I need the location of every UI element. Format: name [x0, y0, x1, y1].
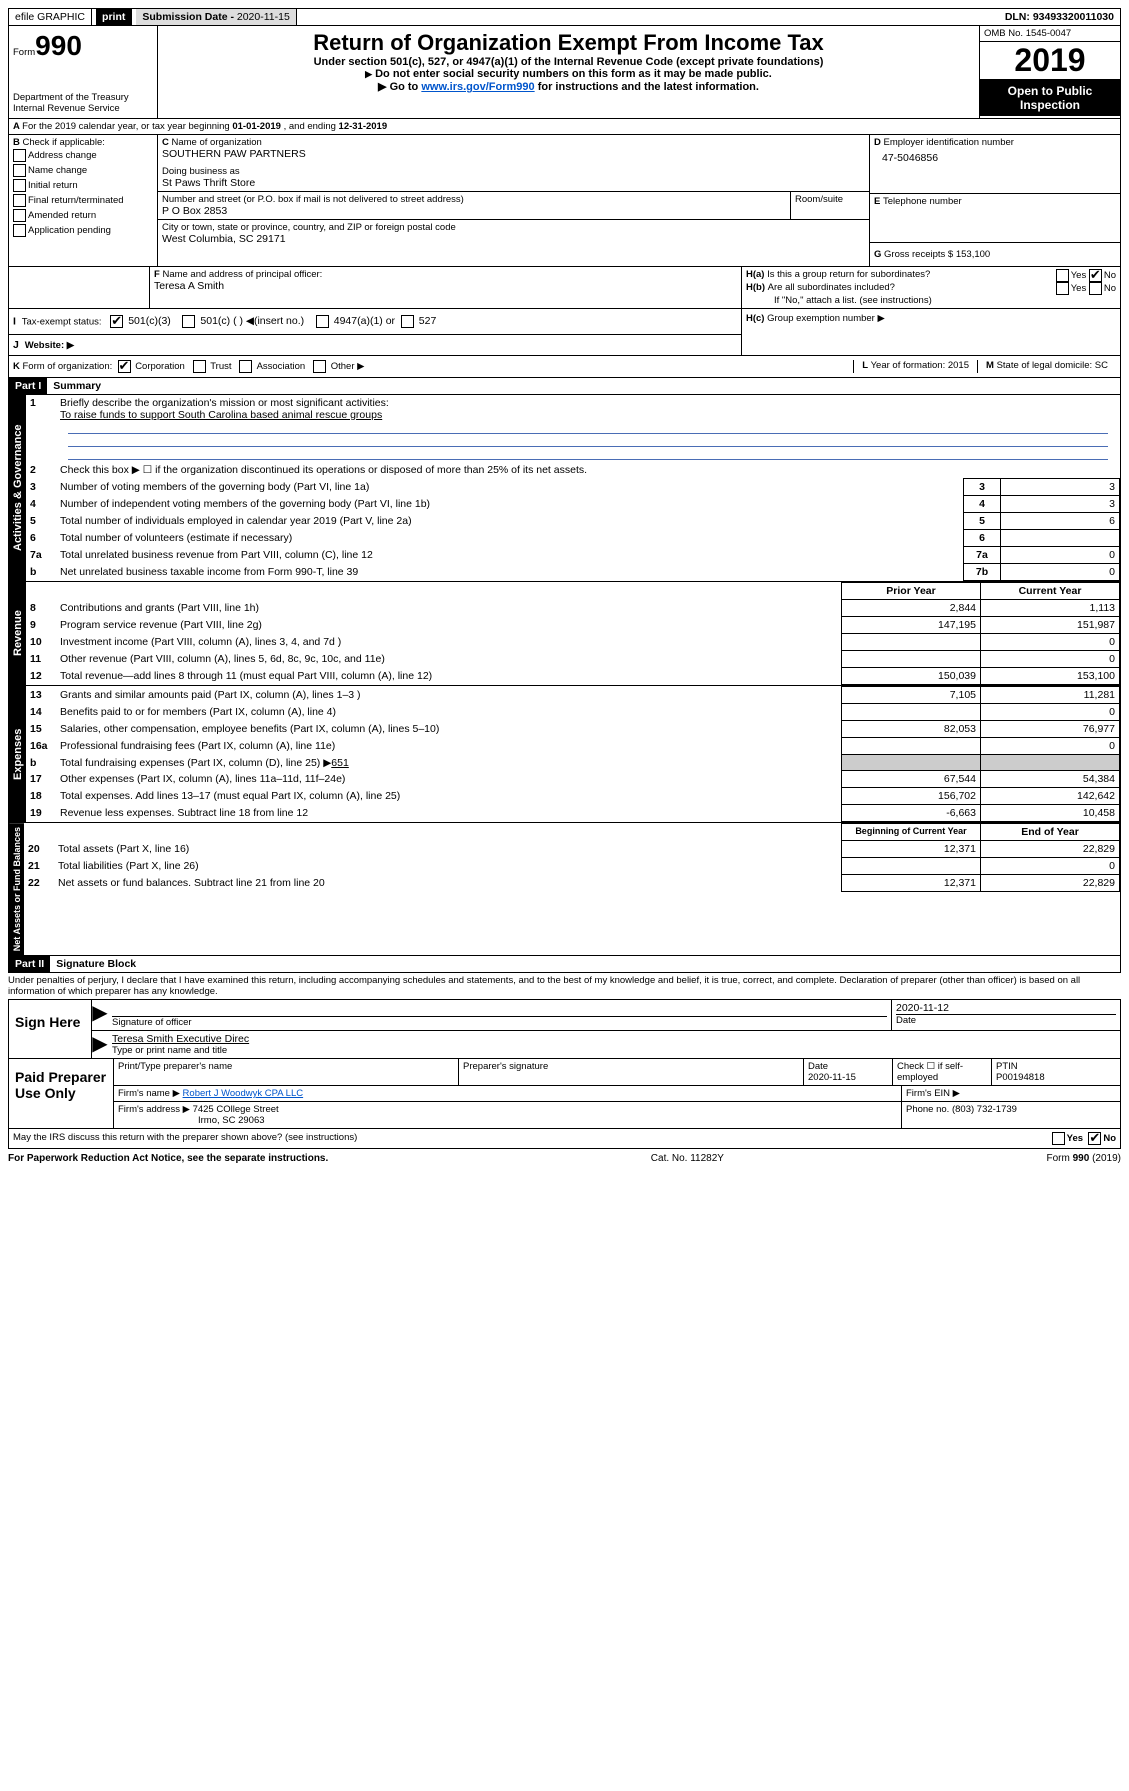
discuss-yes[interactable]: Yes	[1052, 1132, 1083, 1145]
box-c: C Name of organization SOUTHERN PAW PART…	[158, 135, 869, 266]
part1-header: Part ISummary	[8, 378, 1121, 395]
section-revenue: Revenue	[9, 582, 26, 685]
officer-group-block: F Name and address of principal officer:…	[8, 267, 1121, 309]
principal-officer: Teresa A Smith	[154, 280, 737, 292]
paid-preparer-block: Paid Preparer Use Only Print/Type prepar…	[8, 1059, 1121, 1129]
check-self-employed[interactable]: Check ☐ if self-employed	[893, 1059, 992, 1085]
perjury-decl: Under penalties of perjury, I declare th…	[8, 973, 1121, 999]
check-trust[interactable]: Trust	[193, 361, 232, 372]
check-name-change[interactable]: Name change	[13, 163, 153, 178]
telephone-label: Telephone number	[883, 196, 962, 207]
part2-header: Part IISignature Block	[8, 956, 1121, 973]
dept-treasury: Department of the Treasury	[13, 92, 153, 103]
check-assoc[interactable]: Association	[239, 361, 305, 372]
h-b-no[interactable]: No	[1089, 282, 1116, 295]
sign-here-label: Sign Here	[9, 1000, 92, 1058]
firm-ein: Firm's EIN ▶	[901, 1086, 1120, 1101]
h-a-no[interactable]: No	[1089, 269, 1116, 282]
h-b-yes[interactable]: Yes	[1056, 282, 1087, 295]
firm-addr2: Irmo, SC 29063	[118, 1115, 265, 1126]
officer-name: Teresa Smith Executive Direc	[112, 1033, 1116, 1045]
ein: 47-5046856	[874, 148, 1116, 164]
dln: DLN: 93493320011030	[999, 9, 1120, 25]
top-bar: efile GRAPHIC print Submission Date - 20…	[8, 8, 1121, 26]
check-amended[interactable]: Amended return	[13, 208, 153, 223]
fundraising-exp: 651	[331, 757, 349, 769]
netassets-block: Net Assets or Fund Balances Beginning of…	[8, 823, 1121, 956]
check-4947[interactable]: 4947(a)(1) or	[316, 315, 395, 327]
group-exemption: Group exemption number ▶	[767, 313, 885, 324]
part1-body: Activities & Governance 1Briefly describ…	[8, 395, 1121, 582]
check-final-return[interactable]: Final return/terminated	[13, 193, 153, 208]
discuss-row: May the IRS discuss this return with the…	[8, 1129, 1121, 1149]
form-header: Form990 Department of the Treasury Inter…	[8, 26, 1121, 119]
page-footer: For Paperwork Reduction Act Notice, see …	[8, 1149, 1121, 1164]
dba: St Paws Thrift Store	[162, 177, 865, 189]
section-netassets: Net Assets or Fund Balances	[9, 823, 24, 955]
entity-block: B Check if applicable: Address change Na…	[8, 135, 1121, 267]
dept-irs: Internal Revenue Service	[13, 103, 153, 114]
room-suite: Room/suite	[790, 192, 869, 219]
val-3: 3	[1001, 479, 1120, 496]
year-formed: 2015	[948, 360, 969, 371]
subtitle-1: Under section 501(c), 527, or 4947(a)(1)…	[166, 56, 971, 68]
expenses-block: Expenses 13Grants and similar amounts pa…	[8, 686, 1121, 823]
open-public: Open to Public Inspection	[980, 80, 1120, 116]
val-7a: 0	[1001, 547, 1120, 564]
subtitle-2: Do not enter social security numbers on …	[166, 68, 971, 80]
firm-phone: (803) 732-1739	[952, 1104, 1017, 1115]
section-expenses: Expenses	[9, 686, 26, 822]
form-title: Return of Organization Exempt From Incom…	[166, 30, 971, 56]
submission-date: Submission Date - 2020-11-15	[136, 9, 296, 25]
domicile-state: SC	[1095, 360, 1108, 371]
discuss-no[interactable]: No	[1088, 1132, 1116, 1145]
paid-prep-label: Paid Preparer Use Only	[9, 1059, 114, 1128]
omb: OMB No. 1545-0047	[980, 26, 1120, 42]
status-block: I Tax-exempt status: 501(c)(3) 501(c) ( …	[8, 309, 1121, 356]
check-corp[interactable]: Corporation	[118, 361, 185, 372]
box-b: B Check if applicable: Address change Na…	[9, 135, 158, 266]
sign-here-block: Sign Here ▶ Signature of officer 2020-11…	[8, 999, 1121, 1059]
tax-period: A For the 2019 calendar year, or tax yea…	[8, 119, 1121, 135]
tax-year: 2019	[980, 42, 1120, 80]
check-initial-return[interactable]: Initial return	[13, 178, 153, 193]
firm-link[interactable]: Robert J Woodwyk CPA LLC	[183, 1088, 304, 1099]
website-label: Website: ▶	[25, 340, 74, 351]
mission: To raise funds to support South Carolina…	[60, 409, 382, 421]
check-501c[interactable]: 501(c) ( ) ◀(insert no.)	[182, 315, 304, 327]
form990-link[interactable]: www.irs.gov/Form990	[421, 81, 534, 93]
check-address-change[interactable]: Address change	[13, 148, 153, 163]
section-activities: Activities & Governance	[9, 395, 26, 581]
gross-receipts: 153,100	[956, 249, 990, 260]
val-4: 3	[1001, 496, 1120, 513]
org-name: SOUTHERN PAW PARTNERS	[162, 148, 865, 160]
h-a-yes[interactable]: Yes	[1056, 269, 1087, 282]
box-d-e-g: D Employer identification number 47-5046…	[869, 135, 1120, 266]
check-other[interactable]: Other ▶	[313, 361, 364, 372]
form-number: Form990	[13, 30, 153, 62]
street: P O Box 2853	[162, 205, 786, 217]
subtitle-3: ▶ Go to www.irs.gov/Form990 for instruct…	[166, 80, 971, 93]
val-7b: 0	[1001, 564, 1120, 581]
check-app-pending[interactable]: Application pending	[13, 223, 153, 238]
val-6	[1001, 530, 1120, 547]
org-form-block: K Form of organization: Corporation Trus…	[8, 356, 1121, 378]
check-527[interactable]: 527	[401, 315, 436, 327]
efile-label: efile GRAPHIC	[9, 9, 92, 25]
prep-date: 2020-11-15	[808, 1072, 856, 1083]
print-button[interactable]: print	[96, 9, 132, 25]
check-501c3[interactable]: 501(c)(3)	[110, 315, 171, 327]
sign-date: 2020-11-12	[896, 1002, 1116, 1014]
val-5: 6	[1001, 513, 1120, 530]
city-state-zip: West Columbia, SC 29171	[162, 233, 865, 245]
ptin: P00194818	[996, 1072, 1045, 1083]
revenue-block: Revenue Prior YearCurrent Year 8Contribu…	[8, 582, 1121, 686]
firm-addr1: 7425 COllege Street	[193, 1104, 279, 1115]
